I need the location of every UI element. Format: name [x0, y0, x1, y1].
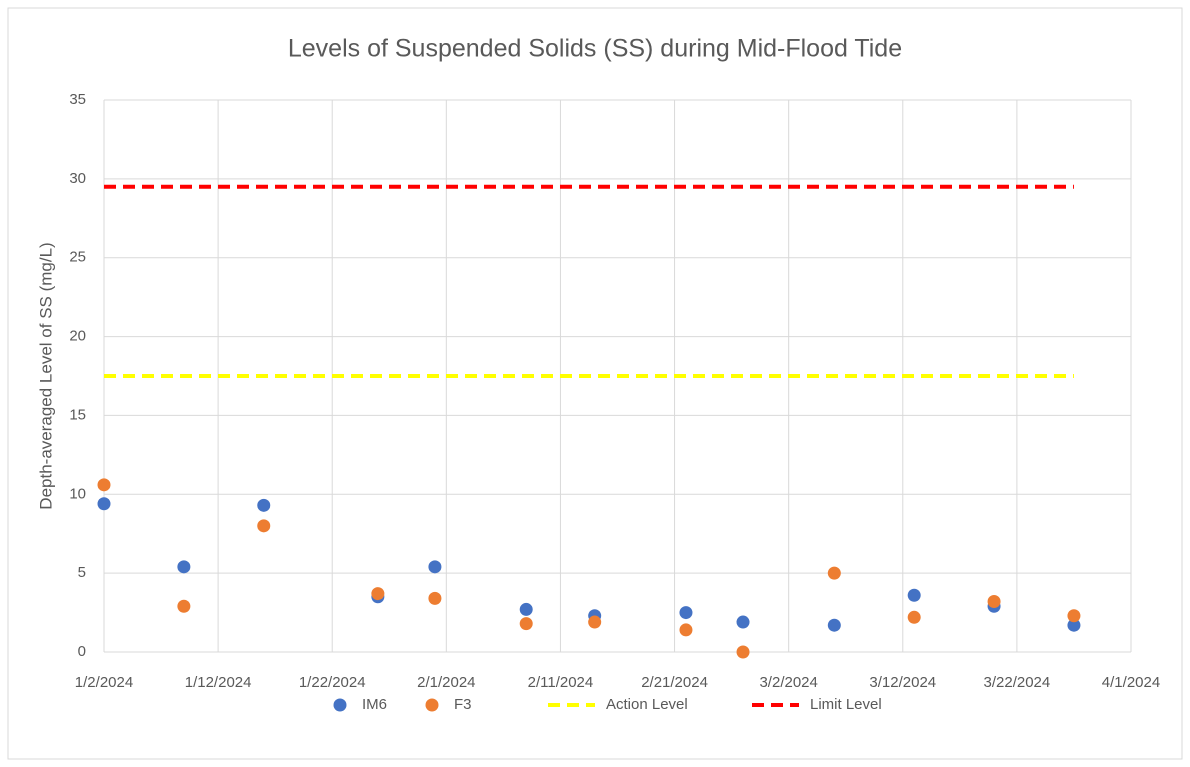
- point: [177, 560, 191, 574]
- x-tick-label: 1/2/2024: [75, 674, 133, 691]
- point: [1067, 618, 1081, 632]
- point: [827, 566, 841, 580]
- point: [97, 497, 111, 511]
- legend-swatch: [425, 698, 439, 712]
- point: [257, 519, 271, 533]
- point: [97, 478, 111, 492]
- point: [371, 587, 385, 601]
- x-tick-label: 2/11/2024: [528, 674, 594, 691]
- legend-swatch: [333, 698, 347, 712]
- y-axis-label: Depth-averaged Level of SS (mg/L): [36, 242, 55, 509]
- point: [519, 602, 533, 616]
- point: [519, 617, 533, 631]
- y-tick-label: 20: [69, 328, 86, 345]
- y-tick-label: 10: [69, 485, 86, 502]
- point: [679, 606, 693, 620]
- point: [177, 599, 191, 613]
- chart-title: Levels of Suspended Solids (SS) during M…: [288, 35, 902, 63]
- y-tick-label: 35: [69, 91, 86, 108]
- point: [907, 588, 921, 602]
- legend-label: IM6: [362, 696, 387, 713]
- y-tick-label: 0: [78, 643, 86, 660]
- x-tick-label: 3/22/2024: [984, 674, 1051, 691]
- legend-label: F3: [454, 696, 472, 713]
- x-tick-label: 1/12/2024: [185, 674, 252, 691]
- point: [736, 615, 750, 629]
- point: [588, 615, 602, 629]
- point: [257, 498, 271, 512]
- x-tick-label: 4/1/2024: [1102, 674, 1160, 691]
- y-tick-label: 30: [69, 170, 86, 187]
- point: [907, 610, 921, 624]
- point: [428, 560, 442, 574]
- point: [827, 618, 841, 632]
- y-tick-label: 15: [69, 406, 86, 423]
- x-tick-label: 3/12/2024: [869, 674, 936, 691]
- x-tick-label: 1/22/2024: [299, 674, 366, 691]
- y-tick-label: 25: [69, 249, 86, 266]
- point: [1067, 609, 1081, 623]
- point: [987, 595, 1001, 609]
- chart-frame: [7, 7, 1183, 760]
- point: [736, 645, 750, 659]
- x-tick-label: 3/2/2024: [759, 674, 817, 691]
- x-tick-label: 2/1/2024: [417, 674, 475, 691]
- legend-label: Action Level: [606, 696, 688, 713]
- legend-label: Limit Level: [810, 696, 882, 713]
- point: [428, 591, 442, 605]
- y-tick-label: 5: [78, 564, 86, 581]
- point: [679, 623, 693, 637]
- x-tick-label: 2/21/2024: [641, 674, 708, 691]
